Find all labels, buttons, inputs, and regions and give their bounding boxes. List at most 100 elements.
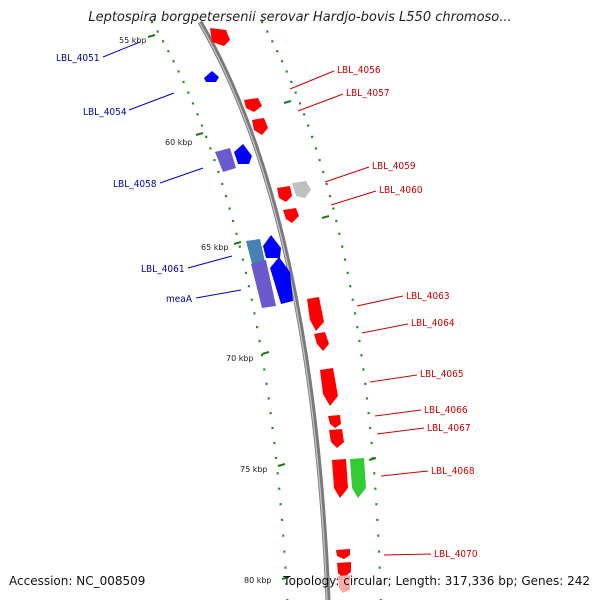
guide-dot-left [269,412,272,415]
tick-label-65: 65 kbp [201,243,229,252]
label-meaA[interactable]: meaA [166,294,193,305]
tick-label-80: 80 kbp [244,576,272,585]
gene-lbl-4054[interactable] [204,71,219,82]
guide-dot-right [369,426,372,430]
guide-dot-right [307,124,310,127]
guide-dot-right [298,102,302,105]
gene-lbl-4070[interactable] [336,549,350,559]
gene-bottom-pink[interactable] [338,575,350,593]
guide-dot-right [360,354,363,357]
guide-dot-right [276,50,279,53]
guide-dot-right [353,312,357,315]
tick-label-55: 55 kbp [119,36,147,45]
tick-mark [277,463,286,467]
label-lbl-4056[interactable]: LBL_4056 [337,65,381,76]
guide-dot-right [375,503,378,506]
guide-dot-left [231,219,235,223]
label-lbl-4060[interactable]: LBL_4060 [379,185,423,196]
label-lbl-4057[interactable]: LBL_4057 [346,88,390,99]
label-lbl-4054[interactable]: LBL_4054 [83,107,127,118]
label-lbl-4067[interactable]: LBL_4067 [427,423,471,434]
tick-mark [283,100,292,104]
gene-lbl-4056[interactable] [244,98,262,112]
tick-mark [281,576,290,580]
gene-lbl-4058-a[interactable] [215,148,236,172]
leader-lbl-4051 [102,41,141,58]
guide-dot-left [221,182,224,186]
guide-dot-left [191,102,195,105]
gene-bottom-red[interactable] [337,562,351,578]
guide-dot-right [280,60,284,63]
gene-lbl-4064[interactable] [314,332,329,351]
label-lbl-4070[interactable]: LBL_4070 [434,549,478,560]
gene-lbl-4067[interactable] [329,429,344,448]
gene-meaA-b[interactable] [270,257,293,304]
gene-meaA-a[interactable] [251,260,276,308]
gene-lbl-4068-green[interactable] [350,458,366,498]
guide-dot-left [200,124,204,127]
guide-dot-left [241,258,245,261]
guide-dot-right [377,534,380,537]
leader-lbl-4060 [330,190,377,206]
guide-dot-left [217,170,220,174]
label-lbl-4058[interactable]: LBL_4058 [113,179,157,190]
label-lbl-4059[interactable]: LBL_4059 [372,161,416,172]
leader-lbl-4065 [369,374,418,383]
guide-dot-right [314,147,318,150]
guide-dot-right [370,441,373,445]
guide-dot-right [378,566,381,569]
label-lbl-4061[interactable]: LBL_4061 [141,264,185,275]
guide-dot-left [253,312,256,315]
guide-dots-right [261,21,382,600]
gene-lbl-4059[interactable] [277,186,292,202]
label-lbl-4051[interactable]: LBL_4051 [56,53,100,64]
guide-dot-left [283,550,286,553]
chromosome-backbone [197,20,331,600]
leader-lbl-4059 [324,166,370,183]
label-lbl-4063[interactable]: LBL_4063 [406,291,450,302]
guide-dot-right [266,30,269,33]
guide-dot-right [332,207,335,210]
gene-lbl-4061-b[interactable] [263,235,281,258]
gene-lbl-4058-b[interactable] [234,144,252,164]
guide-dot-left [276,472,279,475]
gene-lbl-4066[interactable] [328,415,341,428]
guide-dot-left [271,426,274,430]
guide-dot-left [235,232,238,235]
gene-lbl-4060-grey[interactable] [292,181,311,198]
guide-dot-right [376,518,379,521]
gene-lbl-4061-a[interactable] [246,239,265,264]
leader-lbl-4066 [374,409,422,417]
guide-dot-right [364,382,367,385]
guide-dot-left [282,534,285,537]
guide-dot-left [167,50,170,53]
gene-lbl-4060[interactable] [283,208,299,223]
tick-label-75: 75 kbp [240,465,268,474]
accession-text: Accession: NC_008509 [9,574,146,588]
tick-label-60: 60 kbp [165,138,193,147]
tick-marks [147,34,377,580]
guide-dot-right [311,135,314,138]
summary-text: Topology: circular; Length: 317,336 bp; … [283,574,590,588]
gene-lbl-4065[interactable] [320,368,338,406]
leader-lbl-4058 [159,167,204,184]
label-lbl-4068[interactable]: LBL_4068 [431,466,475,477]
label-lbl-4065[interactable]: LBL_4065 [420,369,464,380]
gene-lbl-4063[interactable] [307,297,324,331]
guide-dot-left [151,21,154,24]
gene-lbl-4057[interactable] [252,118,268,135]
label-lbl-4064[interactable]: LBL_4064 [411,318,455,329]
guide-dot-left [278,487,281,490]
guide-dot-right [343,258,347,261]
guide-dot-left [260,354,264,357]
guide-dot-left [263,368,266,371]
leader-lbl-4054 [128,92,175,111]
label-lbl-4066[interactable]: LBL_4066 [424,405,468,416]
guide-dot-right [377,550,381,553]
gene-lbl-4068[interactable] [332,459,348,498]
guide-dot-left [284,566,287,569]
gene-forward-top[interactable] [210,28,230,46]
guide-dot-right [285,70,288,73]
guide-dot-right [325,182,328,186]
